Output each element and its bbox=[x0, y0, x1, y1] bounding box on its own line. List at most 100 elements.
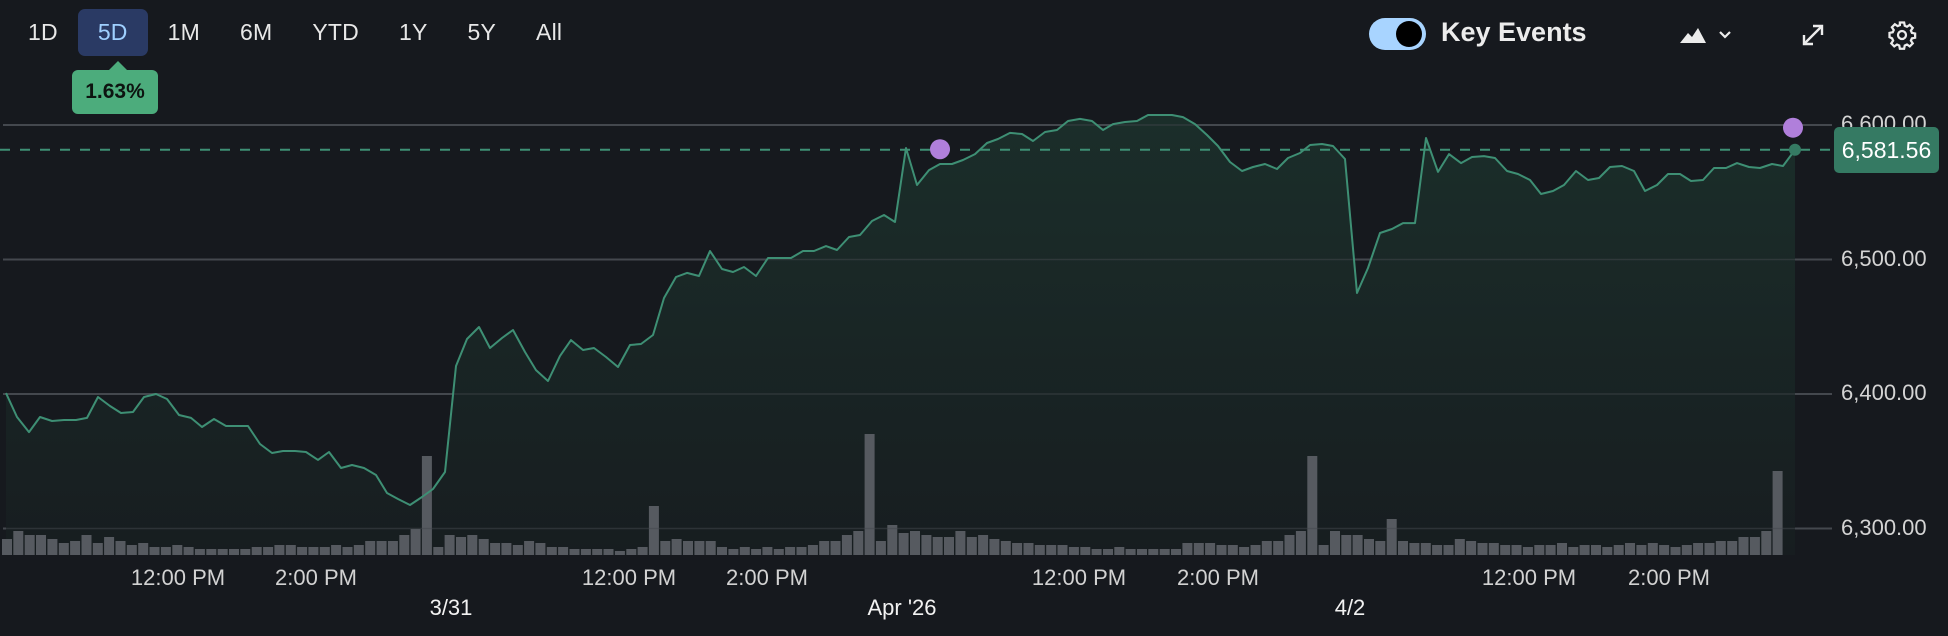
volume-bar bbox=[660, 541, 671, 555]
volume-bar bbox=[705, 541, 716, 555]
volume-bar bbox=[1602, 547, 1613, 555]
x-axis-time-label: 2:00 PM bbox=[726, 565, 808, 590]
volume-bar bbox=[1409, 543, 1420, 555]
volume-bar bbox=[910, 531, 920, 555]
volume-bar bbox=[819, 541, 830, 555]
volume-bar bbox=[1545, 545, 1556, 555]
settings-button[interactable] bbox=[1884, 17, 1920, 53]
expand-button[interactable] bbox=[1796, 18, 1830, 52]
range-option-ytd[interactable]: YTD bbox=[312, 19, 359, 45]
volume-bar bbox=[1477, 543, 1488, 555]
volume-bar bbox=[1182, 543, 1193, 555]
volume-bar bbox=[1216, 545, 1227, 555]
volume-bar bbox=[1488, 543, 1499, 555]
volume-bar bbox=[1386, 519, 1397, 555]
volume-bar bbox=[717, 547, 727, 555]
volume-bar bbox=[1693, 543, 1704, 555]
volume-bar bbox=[1295, 531, 1306, 555]
volume-bar bbox=[387, 541, 398, 555]
volume-bar bbox=[932, 537, 943, 555]
x-axis-time-label: 12:00 PM bbox=[1481, 565, 1577, 590]
volume-bar bbox=[1239, 547, 1250, 555]
volume-bar bbox=[1454, 539, 1465, 555]
volume-bar bbox=[614, 551, 625, 555]
volume-bar bbox=[1647, 543, 1658, 555]
volume-bar bbox=[773, 549, 784, 555]
volume-bar bbox=[569, 549, 580, 555]
range-option-1y[interactable]: 1Y bbox=[398, 19, 428, 45]
volume-bar bbox=[149, 547, 160, 555]
range-option-5d[interactable]: 5D bbox=[77, 9, 148, 56]
volume-bar bbox=[365, 541, 376, 555]
volume-bar bbox=[887, 525, 898, 555]
volume-bar bbox=[1772, 471, 1783, 555]
range-option-all[interactable]: All bbox=[536, 19, 563, 45]
price-line bbox=[5, 114, 1796, 506]
volume-bar bbox=[410, 529, 421, 555]
volume-bar bbox=[1273, 541, 1284, 555]
volume-bar bbox=[297, 547, 308, 555]
x-axis-date-label: 3/31 bbox=[429, 595, 473, 620]
volume-bar bbox=[433, 547, 444, 555]
volume-bar bbox=[648, 506, 659, 555]
volume-bar bbox=[535, 543, 546, 555]
volume-bar bbox=[1613, 545, 1624, 555]
volume-bar bbox=[546, 547, 557, 555]
volume-bar bbox=[206, 549, 217, 555]
toggle-knob bbox=[1396, 21, 1422, 47]
range-option-5y[interactable]: 5Y bbox=[467, 19, 497, 45]
volume-bar bbox=[1193, 543, 1204, 555]
volume-bar bbox=[115, 541, 126, 555]
volume-bar bbox=[762, 547, 773, 555]
volume-bar bbox=[1522, 547, 1533, 555]
volume-bar bbox=[1080, 547, 1091, 555]
volume-bar bbox=[263, 547, 274, 555]
volume-bar bbox=[592, 549, 603, 555]
range-selector: 1D 5D 1M 6M YTD 1Y 5Y All bbox=[8, 9, 582, 56]
volume-bar bbox=[1432, 545, 1443, 555]
volume-bar bbox=[353, 545, 364, 555]
volume-bar bbox=[1659, 545, 1670, 555]
volume-bar bbox=[1000, 541, 1011, 555]
volume-bar bbox=[966, 537, 977, 555]
volume-bar bbox=[1103, 549, 1113, 555]
volume-bar bbox=[558, 547, 569, 555]
volume-bar bbox=[456, 537, 466, 555]
volume-bar bbox=[13, 531, 24, 555]
range-option-6m[interactable]: 6M bbox=[239, 19, 273, 45]
volume-bar bbox=[1591, 545, 1601, 555]
key-event-marker[interactable] bbox=[1783, 117, 1803, 138]
volume-bar bbox=[1636, 545, 1647, 555]
chart-type-dropdown[interactable] bbox=[1676, 18, 1746, 52]
volume-bar bbox=[1738, 537, 1749, 555]
volume-bar bbox=[1046, 545, 1057, 555]
volume-bar bbox=[1330, 531, 1340, 555]
x-axis-time-label: 12:00 PM bbox=[130, 565, 226, 590]
volume-bar bbox=[1261, 541, 1272, 555]
expand-arrows-icon bbox=[1802, 24, 1824, 46]
volume-bar bbox=[807, 545, 818, 555]
volume-bar bbox=[524, 541, 535, 555]
y-axis-label: 6,300.00 bbox=[1841, 514, 1927, 540]
volume-bar bbox=[399, 535, 410, 555]
volume-bar bbox=[1466, 541, 1477, 555]
volume-bar bbox=[1579, 545, 1590, 555]
volume-bar bbox=[319, 547, 330, 555]
volume-bar bbox=[978, 535, 989, 555]
range-option-1d[interactable]: 1D bbox=[28, 19, 58, 45]
key-event-marker[interactable] bbox=[930, 139, 950, 160]
volume-bar bbox=[376, 541, 387, 555]
range-option-1m[interactable]: 1M bbox=[167, 19, 200, 45]
volume-bar bbox=[1625, 543, 1635, 555]
volume-bar bbox=[1114, 547, 1125, 555]
volume-bar bbox=[512, 545, 523, 555]
volume-bar bbox=[955, 531, 966, 555]
key-events-toggle[interactable] bbox=[1369, 18, 1426, 50]
volume-bar bbox=[308, 547, 319, 555]
volume-bar bbox=[1159, 549, 1170, 555]
volume-bar bbox=[126, 545, 137, 555]
gear-icon bbox=[1888, 21, 1917, 50]
volume-bar bbox=[694, 541, 705, 555]
volume-bar bbox=[1034, 545, 1045, 555]
